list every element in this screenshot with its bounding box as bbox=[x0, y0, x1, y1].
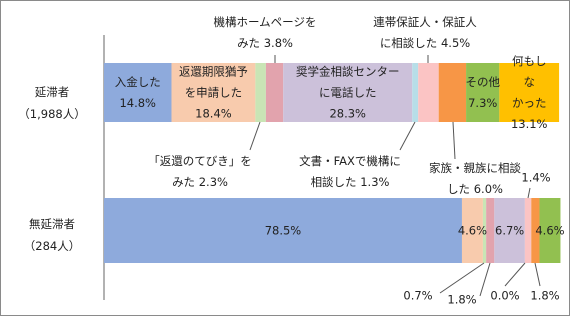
bar-segment bbox=[466, 63, 500, 122]
bar-segment bbox=[265, 63, 284, 122]
leader-line bbox=[527, 187, 531, 199]
segment-label: 家族・親族に相談 した 6.0% bbox=[429, 158, 521, 200]
value-label: 3.8% bbox=[263, 36, 293, 50]
value-label: 0.0% bbox=[490, 288, 520, 303]
value-label: 2.3% bbox=[198, 175, 228, 189]
series-name: その他 bbox=[465, 74, 500, 89]
value-label: 78.5% bbox=[264, 223, 302, 237]
segment-label: 1.8% bbox=[530, 286, 559, 307]
segment-label: 何もしな かった 13.1% bbox=[509, 51, 550, 135]
value-label: 28.3% bbox=[329, 106, 366, 120]
segment-label: 0.7% bbox=[403, 286, 432, 307]
category-name: 延滞者 bbox=[34, 85, 70, 99]
bar-segment bbox=[255, 63, 266, 122]
bar-segment bbox=[438, 63, 467, 122]
segment-label: その他 7.3% bbox=[465, 72, 500, 114]
value-label: 4.5% bbox=[440, 36, 471, 50]
bar-segment bbox=[171, 63, 256, 122]
value-label: 14.8% bbox=[119, 95, 156, 110]
bar-segment bbox=[461, 198, 483, 263]
series-name: 文書・FAXで機構に 相談した bbox=[299, 154, 401, 189]
bar-segment bbox=[539, 198, 561, 263]
bar-segment bbox=[494, 198, 525, 263]
bar-segment bbox=[482, 198, 487, 263]
segment-label: 78.5% bbox=[265, 220, 302, 241]
value-label: 0.7% bbox=[403, 288, 433, 303]
series-name: 入金した bbox=[114, 74, 161, 89]
segment-label: 奨学金相談センター に電話した 28.3% bbox=[296, 61, 400, 124]
segment-label: 1.8% bbox=[447, 290, 476, 311]
value-label: 1.4% bbox=[521, 170, 551, 185]
category-label: 延滞者 （1,988人） bbox=[18, 81, 85, 125]
category-label: 無延滞者 （284人） bbox=[24, 213, 80, 257]
leader-line bbox=[479, 262, 491, 297]
leader-line bbox=[399, 121, 416, 151]
segment-label: 「返還のてびき」を みた 2.3% bbox=[148, 151, 252, 193]
value-label: 6.7% bbox=[495, 223, 525, 237]
segment-label: 機構ホームページを みた 3.8% bbox=[214, 12, 317, 54]
segment-label: 4.6% bbox=[535, 220, 564, 241]
category-note: （284人） bbox=[23, 239, 81, 253]
segment-label: 4.6% bbox=[458, 220, 487, 241]
value-label: 13.1% bbox=[510, 116, 548, 131]
segment-label: 文書・FAXで機構に 相談した 1.3% bbox=[299, 151, 401, 193]
bar-segment bbox=[104, 198, 462, 263]
leader-line bbox=[534, 262, 541, 287]
leader-line bbox=[504, 262, 526, 287]
bar-segment bbox=[486, 198, 495, 263]
series-name: 返還期限猶予 を申請した bbox=[178, 64, 248, 99]
segment-label: 0.0% bbox=[490, 286, 519, 307]
bar-segment bbox=[418, 63, 439, 122]
value-label: 18.4% bbox=[195, 106, 232, 120]
leader-line bbox=[452, 121, 456, 160]
series-name: 奨学金相談センター に電話した bbox=[295, 64, 400, 99]
bar-segment bbox=[283, 63, 413, 122]
segment-label: 返還期限猶予 を申請した 18.4% bbox=[179, 61, 248, 124]
series-name: 機構ホームページを みた bbox=[213, 15, 317, 50]
value-label: 6.0% bbox=[473, 182, 503, 196]
value-label: 1.8% bbox=[530, 288, 560, 303]
value-label: 4.6% bbox=[535, 223, 565, 237]
value-label: 1.3% bbox=[360, 175, 390, 189]
bar-segment bbox=[412, 63, 419, 122]
leader-line bbox=[439, 262, 485, 294]
category-name: 無延滞者 bbox=[28, 217, 75, 231]
value-label: 4.6% bbox=[457, 223, 488, 237]
bar-segment bbox=[499, 63, 560, 122]
segment-label: 連帯保証人・保証人 に相談した 4.5% bbox=[373, 12, 477, 54]
segment-label: 6.7% bbox=[495, 220, 524, 241]
value-label: 7.3% bbox=[468, 95, 498, 110]
category-note: （1,988人） bbox=[18, 107, 86, 121]
series-name: 家族・親族に相談 した bbox=[429, 161, 521, 196]
value-label: 1.8% bbox=[447, 292, 477, 307]
segment-label: 1.4% bbox=[521, 168, 550, 189]
bar-segment bbox=[524, 198, 532, 263]
bar-segment bbox=[104, 63, 172, 122]
series-name: 「返還のてびき」を みた bbox=[148, 154, 252, 189]
series-name: 連帯保証人・保証人 に相談した bbox=[373, 15, 477, 50]
segment-label: 入金した 14.8% bbox=[115, 72, 161, 114]
leader-line bbox=[249, 121, 261, 151]
bar-segment bbox=[531, 198, 540, 263]
series-name: 何もしな かった bbox=[511, 53, 547, 110]
